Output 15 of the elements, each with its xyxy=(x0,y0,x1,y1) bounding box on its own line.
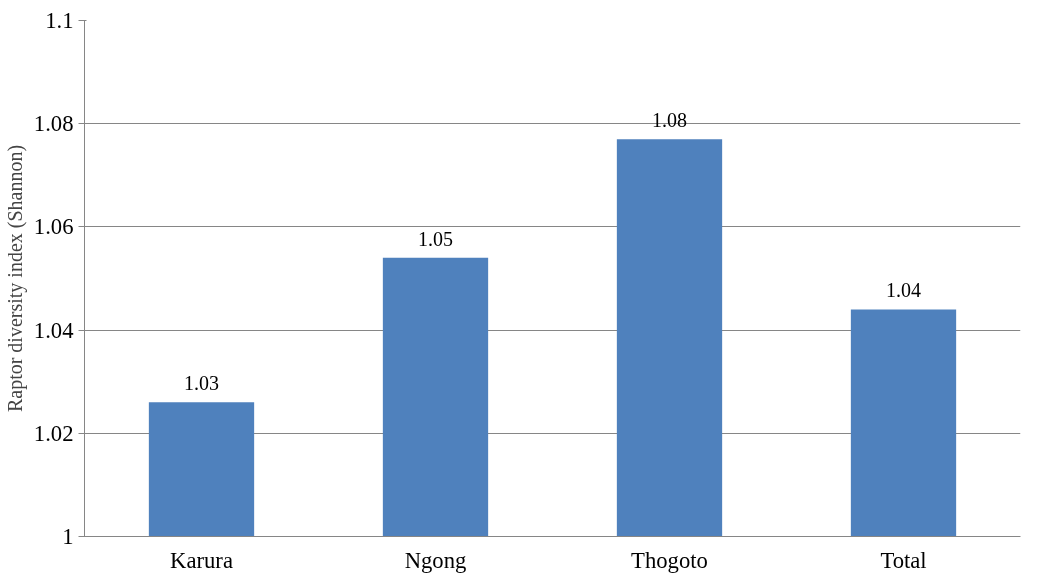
x-tick-label: Thogoto xyxy=(631,547,708,573)
data-label: 1.08 xyxy=(652,109,687,132)
y-tick-label: 1 xyxy=(62,524,74,549)
x-tick-label: Karura xyxy=(170,547,233,573)
y-tick-label: 1.08 xyxy=(33,111,74,137)
y-tick-label: 1.02 xyxy=(33,420,74,446)
data-label: 1.05 xyxy=(418,227,453,250)
y-tick-label: 1.04 xyxy=(33,317,74,343)
x-tick-label: Total xyxy=(880,547,927,573)
y-tick-label: 1.06 xyxy=(33,214,74,240)
x-tick-label: Ngong xyxy=(404,547,467,573)
data-label: 1.04 xyxy=(886,279,921,302)
data-label: 1.03 xyxy=(184,372,219,395)
y-tick-label: 1.1 xyxy=(45,8,74,33)
y-axis-title: Raptor diversity index (Shannon) xyxy=(3,144,27,413)
